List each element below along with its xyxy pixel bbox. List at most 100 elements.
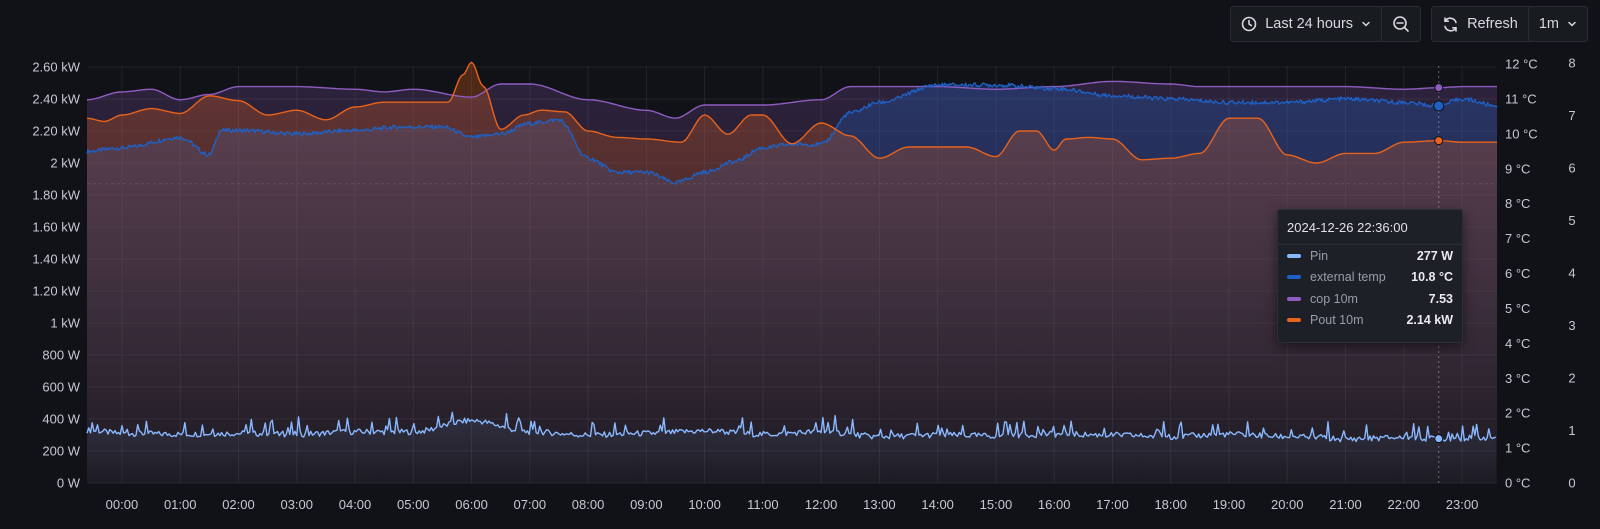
x-tick-label: 23:00	[1446, 497, 1479, 512]
hover-marker	[1434, 434, 1444, 444]
chevron-down-icon	[1567, 19, 1577, 29]
y-tick-label: 11 °C	[1505, 91, 1537, 106]
x-tick-label: 05:00	[397, 497, 430, 512]
x-tick-label: 07:00	[514, 497, 547, 512]
series-lines	[86, 61, 1498, 443]
y-tick-label: 1.20 kW	[32, 284, 80, 299]
y-tick-label: 1 °C	[1505, 441, 1530, 456]
tooltip-row: cop 10m 7.53	[1278, 288, 1462, 310]
y-tick-label: 5 °C	[1505, 301, 1530, 316]
x-tick-label: 06:00	[455, 497, 488, 512]
y-tick-label: 2 °C	[1505, 406, 1530, 421]
x-tick-label: 21:00	[1329, 497, 1362, 512]
x-tick-label: 19:00	[1213, 497, 1246, 512]
x-tick-label: 02:00	[222, 497, 255, 512]
refresh-interval-label: 1m	[1538, 16, 1559, 32]
tooltip-row: external temp 10.8 °C	[1278, 267, 1462, 289]
tooltip-series-name: Pin	[1310, 248, 1329, 263]
series-line-pin	[86, 411, 1496, 443]
tooltip-row: Pin 277 W	[1278, 245, 1462, 267]
x-tick-label: 20:00	[1271, 497, 1304, 512]
tooltip-series-name: cop 10m	[1310, 291, 1358, 306]
y-tick-label: 10 °C	[1505, 126, 1538, 141]
y-tick-label: 7 °C	[1505, 231, 1530, 246]
legend-swatch	[1287, 318, 1301, 323]
chevron-down-icon	[1361, 19, 1371, 29]
hover-marker	[1433, 100, 1445, 112]
x-tick-label: 22:00	[1388, 497, 1421, 512]
tooltip-series-value: 2.14 kW	[1406, 313, 1453, 328]
y-tick-label: 1.40 kW	[32, 252, 80, 267]
y-tick-label: 6	[1568, 161, 1575, 176]
series-areas	[87, 62, 1497, 484]
series-line-external-temp	[86, 82, 1498, 185]
tooltip-series-value: 277 W	[1416, 248, 1453, 263]
refresh-interval-picker[interactable]: 1m	[1527, 7, 1587, 41]
y-tick-label: 2.20 kW	[32, 124, 80, 139]
y-tick-label: 0 °C	[1505, 476, 1530, 491]
series-area-pout-10m	[87, 62, 1497, 483]
y-tick-label: 2 kW	[50, 156, 80, 171]
tooltip-series-name: external temp	[1310, 270, 1386, 285]
x-tick-label: 00:00	[106, 497, 139, 512]
legend-swatch	[1287, 296, 1301, 301]
x-tick-label: 15:00	[980, 497, 1013, 512]
x-tick-label: 17:00	[1096, 497, 1129, 512]
y-tick-label: 600 W	[42, 380, 80, 395]
refresh-group: Refresh 1m	[1431, 6, 1588, 42]
x-axis-time: 00:00 01:00 02:00 03:00 04:00 05:00 06:00 07:00…	[106, 497, 1479, 512]
y-axis-power: 0 W 200 W 400 W 600 W 800 W 1 kW 1.20 kW 1.40 k…	[32, 60, 80, 491]
legend-swatch	[1287, 253, 1301, 258]
y-tick-label: 3	[1568, 318, 1575, 333]
refresh-button[interactable]: Refresh	[1432, 7, 1528, 41]
y-tick-label: 5	[1568, 213, 1575, 228]
hover-marker	[1434, 83, 1444, 93]
tooltip-row: Pout 10m 2.14 kW	[1278, 310, 1462, 332]
x-tick-label: 13:00	[863, 497, 896, 512]
dashboard-toolbar: Last 24 hours Refresh 1m	[1230, 6, 1588, 42]
time-range-group: Last 24 hours	[1230, 6, 1422, 42]
x-tick-label: 14:00	[921, 497, 954, 512]
zoom-out-icon	[1392, 15, 1410, 33]
hover-markers	[1433, 66, 1445, 483]
y-tick-label: 8	[1568, 56, 1575, 71]
clock-icon	[1241, 16, 1257, 32]
series-area-pin	[87, 412, 1496, 483]
x-tick-label: 11:00	[747, 497, 779, 512]
y-tick-label: 2.60 kW	[32, 60, 80, 75]
refresh-label: Refresh	[1467, 16, 1518, 32]
tooltip-series-value: 10.8 °C	[1411, 270, 1453, 285]
y-tick-label: 12 °C	[1505, 57, 1538, 72]
zoom-out-button[interactable]	[1381, 7, 1420, 41]
y-tick-label: 4	[1568, 266, 1575, 281]
y-tick-label: 2.40 kW	[32, 92, 80, 107]
y-tick-label: 1.60 kW	[32, 220, 80, 235]
hover-marker	[1434, 136, 1444, 146]
y-tick-label: 400 W	[42, 412, 80, 427]
x-tick-label: 01:00	[164, 497, 197, 512]
x-tick-label: 04:00	[339, 497, 372, 512]
chart-tooltip: 2024-12-26 22:36:00 Pin 277 W external t…	[1277, 209, 1463, 343]
time-range-label: Last 24 hours	[1265, 16, 1354, 32]
tooltip-series-value: 7.53	[1428, 291, 1453, 306]
y-tick-label: 9 °C	[1505, 161, 1530, 176]
tooltip-series-name: Pout 10m	[1310, 313, 1364, 328]
x-tick-label: 08:00	[572, 497, 605, 512]
time-range-picker[interactable]: Last 24 hours	[1231, 7, 1381, 41]
y-tick-label: 7	[1568, 108, 1575, 123]
refresh-icon	[1442, 16, 1459, 33]
y-tick-label: 0 W	[57, 476, 81, 491]
series-line-pout-10m	[86, 61, 1497, 164]
x-tick-label: 09:00	[630, 497, 663, 512]
y-axis-cop: 0 1 2 3 4 5 6 7 8	[1568, 56, 1575, 491]
y-tick-label: 3 °C	[1505, 371, 1530, 386]
time-series-chart[interactable]: 0 W 200 W 400 W 600 W 800 W 1 kW 1.20 kW 1.40 k…	[0, 50, 1600, 529]
y-tick-label: 8 °C	[1505, 196, 1530, 211]
x-tick-label: 10:00	[688, 497, 721, 512]
x-tick-label: 18:00	[1154, 497, 1187, 512]
y-tick-label: 1	[1568, 423, 1575, 438]
x-tick-label: 16:00	[1038, 497, 1071, 512]
y-tick-label: 800 W	[42, 348, 80, 363]
y-tick-label: 2	[1568, 371, 1575, 386]
y-tick-label: 4 °C	[1505, 336, 1530, 351]
